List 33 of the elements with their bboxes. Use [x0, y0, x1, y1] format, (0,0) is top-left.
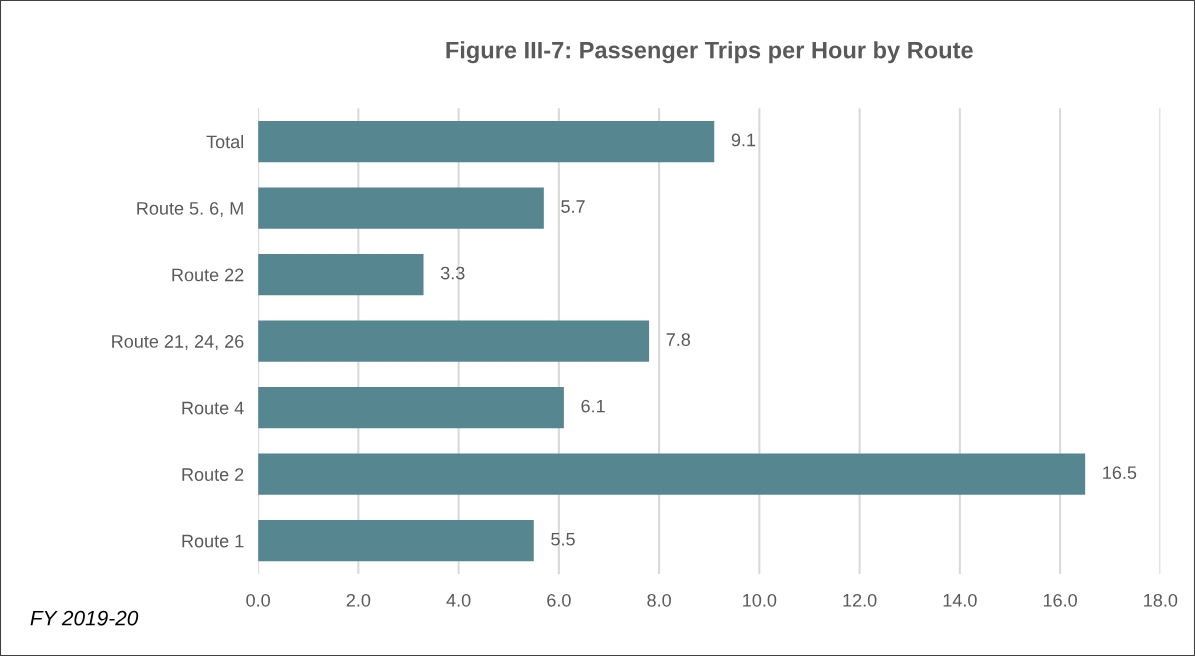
data-label: 3.3 [440, 266, 465, 280]
chart-title: Figure III-7: Passenger Trips per Hour by Route [446, 41, 973, 64]
data-label: 6.1 [581, 399, 605, 413]
y-tick-label: Route 2 [182, 468, 244, 481]
y-tick-label: Total [206, 134, 244, 149]
x-tick-label: 6.0 [547, 593, 571, 607]
bar [258, 187, 544, 229]
x-tick-label: 16.0 [1043, 593, 1077, 607]
x-tick-label: 4.0 [446, 593, 471, 607]
bar [258, 453, 1086, 495]
bar [258, 253, 424, 296]
y-tick-label: Route 5. 6, M [137, 201, 243, 217]
x-tick-label: 8.0 [647, 593, 671, 607]
x-tick-label: 14.0 [943, 593, 977, 607]
x-tick-label: 0.0 [246, 593, 270, 607]
x-tick-label: 12.0 [843, 593, 877, 607]
y-tick-label: Route 21, 24, 26 [112, 335, 244, 350]
y-tick-label: Route 4 [182, 401, 244, 415]
bar [258, 387, 564, 429]
x-tick-label: 10.0 [743, 593, 777, 607]
y-tick-label: Route 1 [182, 534, 244, 548]
data-label: 7.8 [666, 333, 691, 346]
data-label: 5.7 [561, 200, 585, 213]
x-tick-label: 18.0 [1144, 593, 1178, 607]
bar [258, 520, 534, 562]
data-label: 5.5 [551, 532, 575, 546]
bar [258, 120, 715, 163]
x-tick-label: 2.0 [346, 593, 371, 607]
y-tick-label: Route 22 [172, 268, 244, 282]
data-label: 16.5 [1103, 466, 1137, 480]
text: FY 2019-20 [30, 610, 139, 626]
bar [258, 320, 650, 362]
data-label: 9.1 [731, 133, 756, 147]
